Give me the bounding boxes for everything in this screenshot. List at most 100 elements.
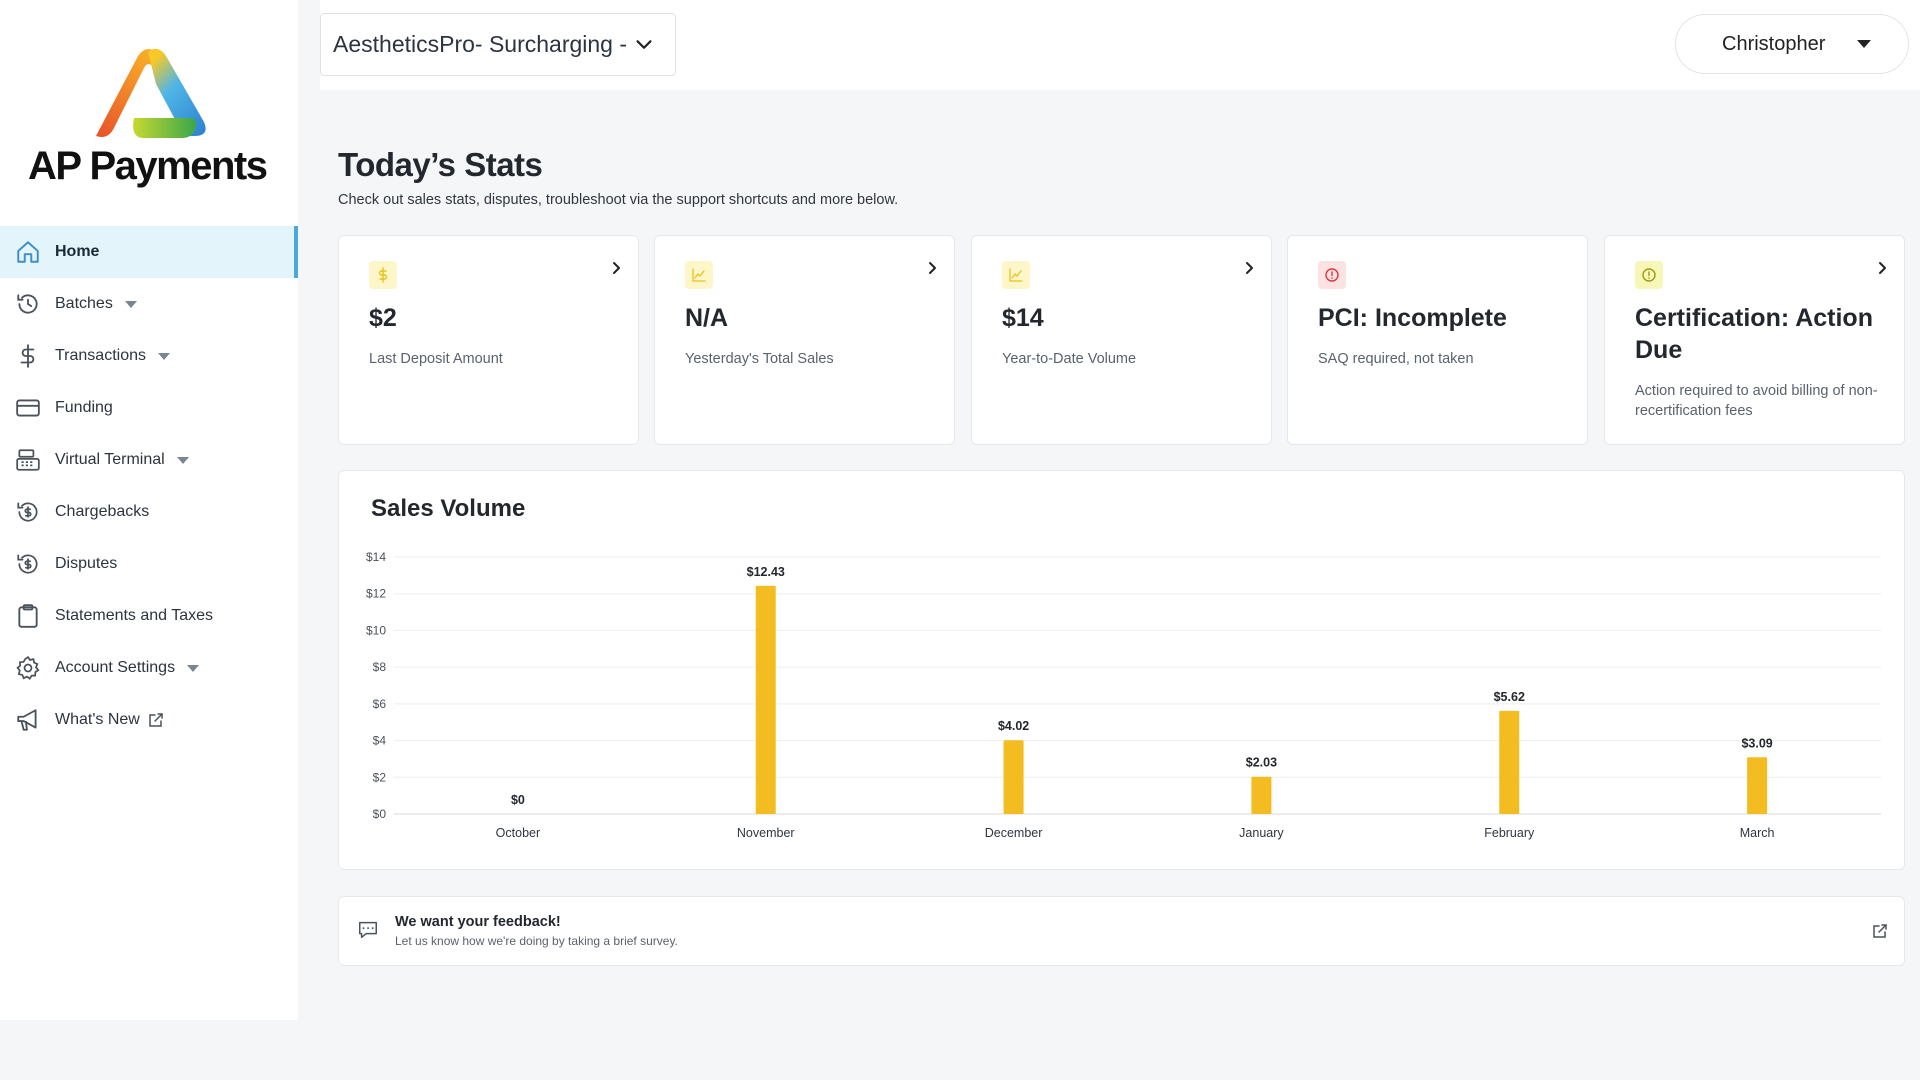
x-tick-label: February	[1484, 826, 1535, 840]
chart-bar	[755, 585, 776, 814]
sidebar-item-home[interactable]: Home	[0, 226, 298, 278]
chart-bar	[1003, 740, 1024, 814]
stat-card-yesterday-sales[interactable]: N/A Yesterday's Total Sales	[654, 235, 955, 445]
stats-cards: $2 Last Deposit Amount N/A Yesterday's T…	[338, 235, 1905, 445]
chart-title: Sales Volume	[371, 495, 526, 522]
chart-bar	[1499, 710, 1520, 814]
stat-label: Last Deposit Amount	[369, 351, 503, 367]
chevron-down-icon[interactable]	[187, 664, 200, 672]
y-tick-label: $10	[366, 623, 386, 637]
sidebar-item-label: Home	[55, 243, 100, 260]
dollar-icon	[14, 342, 42, 370]
page-title: Today’s Stats	[338, 146, 543, 183]
stat-label: Action required to avoid billing of non-…	[1635, 383, 1878, 419]
stat-card-pci[interactable]: PCI: Incomplete SAQ required, not taken	[1287, 235, 1588, 445]
sidebar-item-label: Chargebacks	[55, 503, 150, 520]
sidebar-item-label: Transactions	[55, 347, 146, 364]
sales-volume-chart: $0 $2 $4 $6 $8 $10 $12 $14 $0 October $12.43 Novemb…	[366, 550, 1881, 840]
data-label: $2.03	[1246, 756, 1277, 770]
data-label: $0	[511, 793, 525, 807]
caret-down-icon	[1857, 40, 1872, 48]
sidebar-item-label: Statements and Taxes	[55, 607, 214, 624]
brand-name: AP Payments	[28, 144, 268, 188]
data-label: $12.43	[747, 565, 785, 579]
feedback-banner[interactable]: We want your feedback! Let us know how w…	[338, 896, 1905, 966]
stat-value: Certification: Action Due	[1635, 304, 1873, 364]
sidebar-item-statements-and-taxes[interactable]: Statements and Taxes	[0, 590, 298, 642]
brand-logo[interactable]: AP Payments	[28, 44, 268, 194]
y-tick-label: $4	[373, 734, 387, 748]
y-tick-label: $14	[366, 550, 386, 564]
sidebar-nav: Home Batches Transactions Funding	[0, 226, 298, 746]
clipboard-icon	[14, 602, 42, 630]
user-menu-button[interactable]: Christopher	[1675, 14, 1909, 74]
sidebar-item-label: Disputes	[55, 555, 118, 572]
chevron-down-icon[interactable]	[124, 300, 137, 308]
sidebar-item-label: Batches	[55, 295, 113, 312]
sidebar-item-label: Account Settings	[55, 659, 176, 676]
chart-bar	[1747, 757, 1768, 814]
sidebar-item-label: Virtual Terminal	[55, 451, 165, 468]
external-link-icon[interactable]	[1872, 923, 1888, 939]
sidebar-item-chargebacks[interactable]: Chargebacks	[0, 486, 298, 538]
sidebar-item-disputes[interactable]: Disputes	[0, 538, 298, 590]
alert-icon	[1318, 261, 1346, 289]
megaphone-icon	[14, 706, 42, 734]
top-bar: AestheticsPro- Surcharging - Christopher	[320, 0, 1920, 90]
data-label: $5.62	[1494, 690, 1525, 704]
y-tick-label: $2	[373, 770, 387, 784]
sidebar-item-batches[interactable]: Batches	[0, 278, 298, 330]
sidebar-item-virtual-terminal[interactable]: Virtual Terminal	[0, 434, 298, 486]
stat-card-ytd-volume[interactable]: $14 Year-to-Date Volume	[971, 235, 1272, 445]
dollar-icon	[369, 261, 397, 289]
stat-value: $2	[369, 304, 397, 332]
gear-icon	[14, 654, 42, 682]
chart-icon	[685, 261, 713, 289]
sidebar-item-transactions[interactable]: Transactions	[0, 330, 298, 382]
sales-volume-panel: $0 $2 $4 $6 $8 $10 $12 $14 $0 October $12.43 Novemb…	[338, 470, 1905, 870]
chargeback-icon	[14, 498, 42, 526]
sidebar-item-account-settings[interactable]: Account Settings	[0, 642, 298, 694]
data-label: $4.02	[998, 719, 1029, 733]
alert-icon	[1635, 261, 1663, 289]
y-tick-label: $12	[366, 587, 386, 601]
feedback-subtitle: Let us know how we're doing by taking a …	[395, 934, 678, 948]
chat-icon	[359, 921, 377, 939]
chart-icon	[1002, 261, 1030, 289]
sidebar-item-funding[interactable]: Funding	[0, 382, 298, 434]
merchant-select[interactable]: AestheticsPro- Surcharging -	[320, 13, 676, 76]
y-tick-label: $6	[373, 697, 387, 711]
stat-card-certification[interactable]: Certification: Action Due Action require…	[1604, 235, 1905, 445]
chevron-right-icon	[1246, 262, 1253, 274]
user-name: Christopher	[1722, 32, 1826, 55]
stat-label: Yesterday's Total Sales	[685, 351, 834, 367]
sidebar: AP Payments Home Batches Transactions	[0, 0, 298, 1020]
sidebar-item-label: What's New	[55, 711, 140, 728]
chevron-down-icon[interactable]	[176, 456, 189, 464]
chevron-right-icon	[929, 262, 936, 274]
external-link-icon	[149, 713, 163, 727]
feedback-title: We want your feedback!	[395, 914, 561, 930]
chevron-down-icon	[636, 39, 652, 49]
merchant-select-value: AestheticsPro- Surcharging -	[333, 31, 628, 57]
x-tick-label: January	[1239, 826, 1284, 840]
x-tick-label: December	[985, 826, 1043, 840]
sidebar-item-label: Funding	[55, 399, 113, 416]
y-tick-label: $0	[373, 807, 387, 821]
x-tick-label: November	[737, 826, 795, 840]
chart-bar	[1251, 776, 1272, 814]
chevron-right-icon	[1879, 262, 1886, 274]
logo-mark-icon	[96, 48, 206, 138]
dispute-icon	[14, 550, 42, 578]
chevron-down-icon[interactable]	[158, 352, 170, 360]
wallet-icon	[14, 394, 42, 422]
history-icon	[14, 290, 42, 318]
stat-label: Year-to-Date Volume	[1002, 351, 1137, 367]
sidebar-item-whats-new[interactable]: What's New	[0, 694, 298, 746]
page-subtitle: Check out sales stats, disputes, trouble…	[338, 192, 899, 208]
stat-label: SAQ required, not taken	[1318, 351, 1474, 367]
home-icon	[14, 238, 42, 266]
y-tick-label: $8	[373, 660, 387, 674]
stat-card-last-deposit[interactable]: $2 Last Deposit Amount	[338, 235, 639, 445]
stat-value: $14	[1002, 304, 1044, 332]
